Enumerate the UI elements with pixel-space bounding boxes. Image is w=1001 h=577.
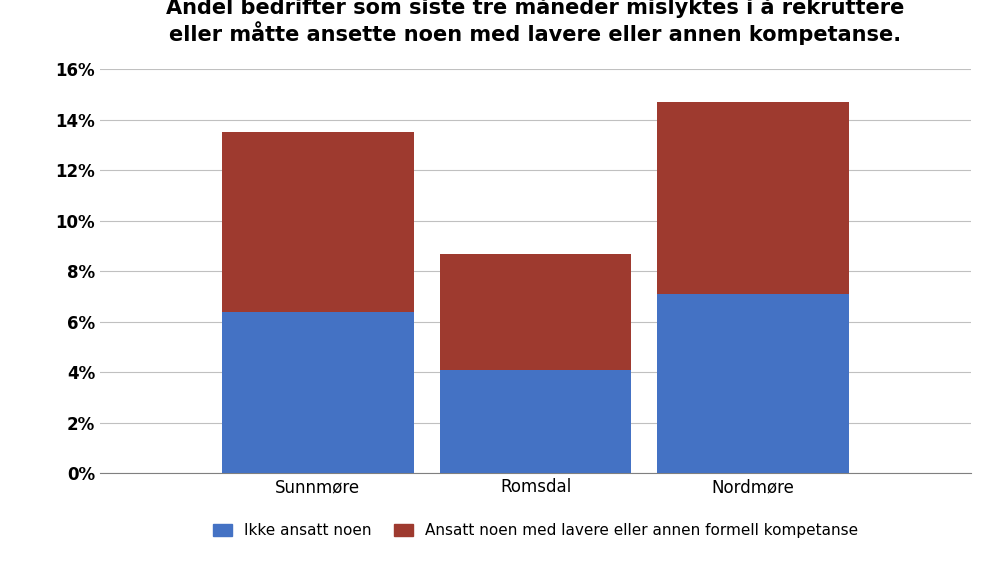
Bar bbox=[658, 294, 849, 473]
Bar bbox=[439, 370, 632, 473]
Bar bbox=[439, 253, 632, 370]
Bar bbox=[222, 312, 413, 473]
Bar bbox=[658, 102, 849, 294]
Legend: Ikke ansatt noen, Ansatt noen med lavere eller annen formell kompetanse: Ikke ansatt noen, Ansatt noen med lavere… bbox=[213, 523, 858, 538]
Title: Andel bedrifter som siste tre måneder mislyktes i å rekruttere
eller måtte anset: Andel bedrifter som siste tre måneder mi… bbox=[166, 0, 905, 46]
Bar bbox=[222, 132, 413, 312]
